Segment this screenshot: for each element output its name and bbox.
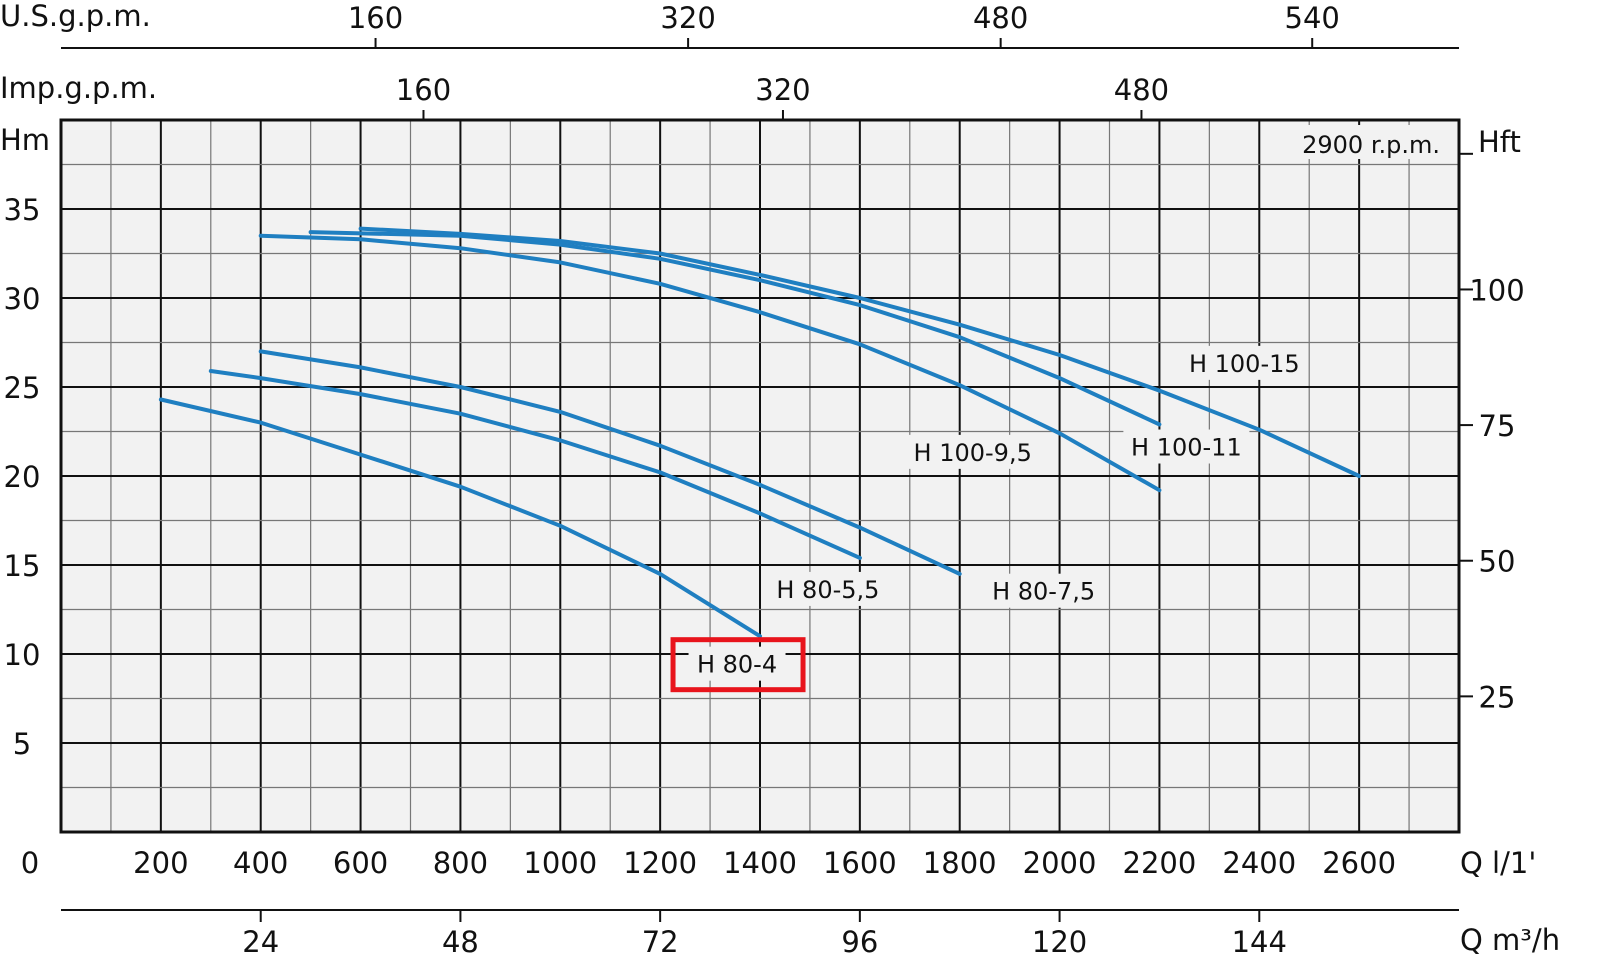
imp-gpm-tick-label: 320 <box>755 73 810 107</box>
y-tick-label: 5 <box>13 727 31 761</box>
rpm-label-bg <box>1270 125 1454 159</box>
m3h-tick-label: 144 <box>1232 925 1287 959</box>
us-gpm-tick-label: 160 <box>348 1 403 35</box>
m3h-tick-label: 120 <box>1032 925 1087 959</box>
curve-h-100-11 <box>308 230 1162 427</box>
x-tick-label: 2000 <box>1023 846 1097 880</box>
y-axis-label: Hm <box>0 123 50 157</box>
x2-axis-label: Q m³/h <box>1460 923 1560 957</box>
series-label-bg <box>902 434 1043 469</box>
us-gpm-tick-label: 480 <box>973 1 1028 35</box>
y-tick-label: 35 <box>4 193 41 227</box>
x-tick-label: 400 <box>233 846 288 880</box>
series-label-bg <box>688 646 786 681</box>
m3h-tick-label: 48 <box>442 925 479 959</box>
series-label-bg <box>980 573 1107 608</box>
x-tick-label: 800 <box>433 846 488 880</box>
x-tick-label: 2600 <box>1322 846 1396 880</box>
x-tick-label: 1000 <box>523 846 597 880</box>
series-label: H 100-15 <box>1189 350 1300 378</box>
x-tick-label: 2200 <box>1123 846 1197 880</box>
imp-gpm-tick-label: 480 <box>1114 73 1169 107</box>
series-label-bg <box>764 571 891 606</box>
chart-title: 2900 r.p.m. <box>1302 131 1440 159</box>
curve-h-100-9-5 <box>258 233 1162 493</box>
series-label-bg <box>1123 429 1250 464</box>
plot-frame <box>59 118 1461 834</box>
us-gpm-tick-label: 320 <box>660 1 715 35</box>
x-tick-label: 1800 <box>923 846 997 880</box>
curve-h-100-15 <box>358 226 1362 478</box>
us-gpm-axis-label: U.S.g.p.m. <box>0 0 151 33</box>
hft-tick-label: 75 <box>1479 409 1516 443</box>
hft-tick-label: 50 <box>1479 545 1516 579</box>
x-tick-label: 1200 <box>623 846 697 880</box>
y-tick-label: 30 <box>4 282 41 316</box>
x-tick-label: 2400 <box>1222 846 1296 880</box>
curves: H 80-4 H 80-5,5 H 80-7,5 H 100-9,5 H 100-11 H… <box>158 226 1362 693</box>
us-gpm-tick-label: 540 <box>1285 1 1340 35</box>
series-label: H 100-9,5 <box>914 439 1032 467</box>
series-label: H 80-5,5 <box>776 576 879 604</box>
series-label-bg <box>1181 345 1308 380</box>
x-tick-label: 200 <box>133 846 188 880</box>
x-tick-label: 1600 <box>823 846 897 880</box>
hft-tick-label: 25 <box>1479 680 1516 714</box>
y2-axis-label: Hft <box>1478 125 1521 159</box>
x-tick-label: 1400 <box>723 846 797 880</box>
curve-h-80-7-5 <box>258 349 962 576</box>
m3h-tick-label: 96 <box>841 925 878 959</box>
y-tick-label: 20 <box>4 460 41 494</box>
x-tick-label: 0 <box>21 846 39 880</box>
axes: 0 200 400 600 800 1000 1200 1400 1600 1800 2000 220… <box>4 1 1525 959</box>
x-axis-label: Q l/1' <box>1460 846 1536 880</box>
m3h-tick-label: 24 <box>242 925 279 959</box>
y-tick-label: 15 <box>4 549 41 583</box>
y-tick-label: 25 <box>4 371 41 405</box>
series-label: H 80-4 <box>697 651 777 679</box>
x-tick-label: 600 <box>333 846 388 880</box>
imp-gpm-axis-label: Imp.g.p.m. <box>0 71 157 105</box>
highlight-box <box>670 637 806 693</box>
curve-h-80-5-5 <box>208 369 862 560</box>
imp-gpm-tick-label: 160 <box>396 73 451 107</box>
m3h-tick-label: 72 <box>642 925 679 959</box>
hft-tick-label: 100 <box>1469 273 1524 307</box>
curve-h-80-4 <box>158 397 762 639</box>
series-label: H 80-7,5 <box>992 578 1095 606</box>
series-label: H 100-11 <box>1131 434 1242 462</box>
y-tick-label: 10 <box>4 638 41 672</box>
